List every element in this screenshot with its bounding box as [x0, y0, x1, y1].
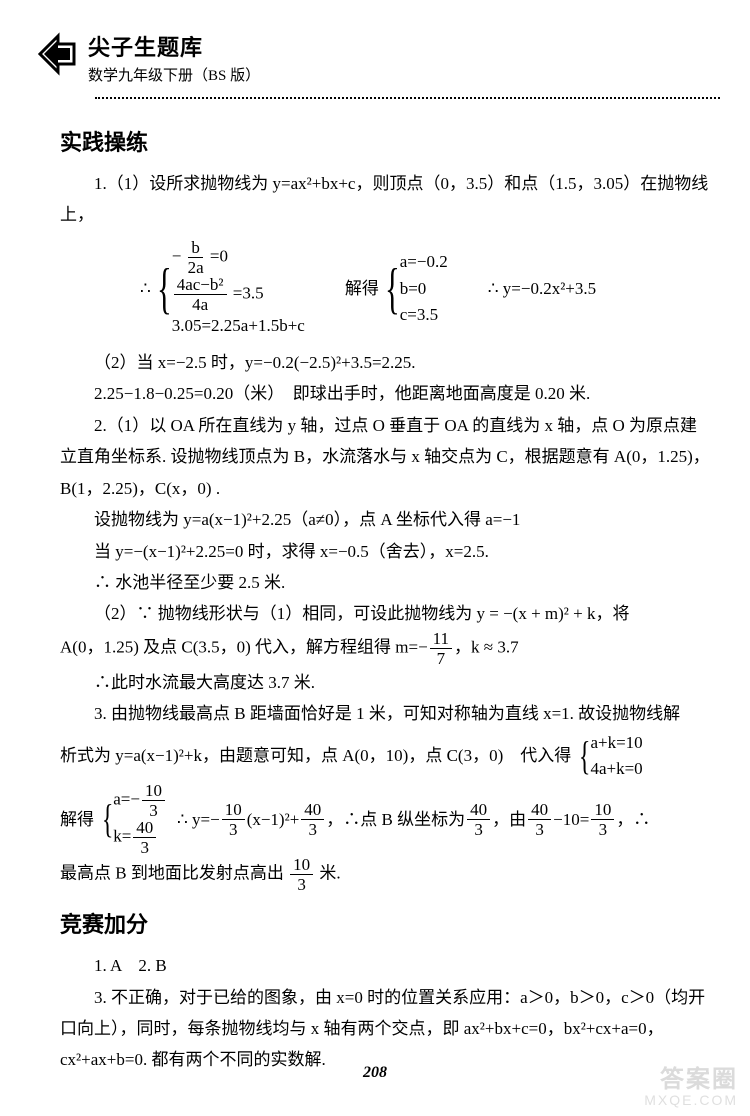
eq-text: 3: [141, 838, 150, 856]
eq-text: 10: [591, 801, 614, 820]
eq-text: 10: [290, 856, 313, 875]
eq-text: 3: [474, 820, 483, 838]
therefore-symbol: ∴: [140, 273, 151, 304]
eq-text: 3.05=2.25a+1.5b+c: [172, 313, 305, 339]
body-text: 3. 由抛物线最高点 B 距墙面恰好是 1 米，可知对称轴为直线 x=1. 故设…: [60, 698, 710, 729]
watermark: 答案圈 MXQE.COM: [644, 1059, 738, 1108]
page-header: 尖子生题库 数学九年级下册（BS 版）: [0, 0, 750, 93]
brace-icon: {: [385, 261, 400, 317]
eq-text: 最高点 B 到地面比发射点高出: [60, 864, 288, 883]
eq-text: 解得: [345, 273, 379, 304]
eq-text: 40: [301, 801, 324, 820]
eq-text: a=−: [113, 790, 140, 809]
equation-block-1: ∴ { − b2a =0 4ac−b²4a =3.5 3.05=2.25a+1.…: [140, 239, 710, 339]
body-text: 当 y=−(x−1)²+2.25=0 时，求得 x=−0.5（舍去），x=2.5…: [60, 536, 710, 567]
watermark-title: 答案圈: [644, 1059, 738, 1094]
eq-text: A(0，1.25) 及点 C(3.5，0) 代入，解方程组得 m=−: [60, 637, 428, 656]
section-header-2: 竞赛加分: [60, 905, 710, 946]
eq-text: 10: [142, 782, 165, 801]
eq-text: a+k=10: [590, 730, 642, 756]
book-subtitle: 数学九年级下册（BS 版）: [88, 64, 710, 85]
eq-text: 4a+k=0: [590, 756, 642, 782]
arrow-icon: [30, 30, 80, 80]
eq-text: b: [188, 239, 203, 258]
body-text: 1. A 2. B: [60, 950, 710, 981]
eq-text: 3: [229, 820, 238, 838]
eq-text: ，∴: [616, 804, 650, 835]
body-text: 3. 不正确，对于已给的图象，由 x=0 时的位置关系应用：a＞0，b＞0，c＞…: [60, 982, 710, 1076]
eq-text: 4a: [192, 295, 208, 313]
eq-text: 米.: [315, 864, 341, 883]
eq-text: 3: [149, 801, 158, 819]
eq-text: 40: [467, 801, 490, 820]
eq-text: 7: [437, 649, 446, 667]
body-text: （2）∵ 抛物线形状与（1）相同，可设此抛物线为 y = −(x + m)² +…: [60, 598, 710, 629]
eq-text: 3: [599, 820, 608, 838]
eq-text: 4ac−b²: [174, 276, 227, 295]
eq-text: 3: [535, 820, 544, 838]
section-header-1: 实践操练: [60, 123, 710, 164]
page-number: 208: [0, 1064, 750, 1082]
equation-block-3: 解得 { a=−103 k=403 ∴ y=−103 (x−1)²+ 403，∴…: [60, 782, 710, 856]
watermark-url: MXQE.COM: [644, 1092, 738, 1108]
body-text: 最高点 B 到地面比发射点高出 103 米.: [60, 856, 710, 893]
eq-text: −10=: [553, 804, 589, 835]
eq-text: ，k ≈ 3.7: [454, 637, 519, 656]
eq-text: −: [172, 246, 182, 265]
eq-text: 10: [222, 801, 245, 820]
eq-text: 3: [297, 875, 306, 893]
body-text: ∴此时水流最大高度达 3.7 米.: [60, 667, 710, 698]
eq-text: c=3.5: [400, 302, 448, 328]
eq-text: ∴ y=−0.2x²+3.5: [488, 273, 596, 304]
eq-text: k=: [113, 827, 131, 846]
book-title: 尖子生题库: [88, 30, 710, 62]
eq-text: =0: [210, 246, 228, 265]
eq-text: 2a: [188, 258, 204, 276]
body-text: 析式为 y=a(x−1)²+k，由题意可知，点 A(0，10)，点 C(3，0)…: [60, 730, 710, 783]
eq-text: ∴ y=−: [177, 804, 220, 835]
body-text: A(0，1.25) 及点 C(3.5，0) 代入，解方程组得 m=−117 ，k …: [60, 630, 710, 667]
eq-text: ，由: [492, 804, 526, 835]
eq-text: ，∴点 B 纵坐标为: [326, 804, 465, 835]
eq-text: 11: [430, 630, 452, 649]
eq-text: 40: [133, 819, 156, 838]
eq-text: b=0: [400, 276, 448, 302]
eq-text: 3: [309, 820, 318, 838]
eq-text: =3.5: [233, 283, 264, 302]
body-text: ∴ 水池半径至少要 2.5 米.: [60, 567, 710, 598]
eq-text: (x−1)²+: [247, 804, 300, 835]
page-content: 实践操练 1.（1）设所求抛物线为 y=ax²+bx+c，则顶点（0，3.5）和…: [0, 99, 750, 1096]
eq-text: a=−0.2: [400, 249, 448, 275]
brace-icon: {: [579, 736, 591, 776]
eq-text: 解得: [60, 804, 94, 835]
brace-icon: {: [157, 261, 172, 317]
body-text: 设抛物线为 y=a(x−1)²+2.25（a≠0），点 A 坐标代入得 a=−1: [60, 504, 710, 535]
body-text: 2.25−1.8−0.25=0.20（米） 即球出手时，他距离地面高度是 0.2…: [60, 378, 710, 409]
eq-text: 析式为 y=a(x−1)²+k，由题意可知，点 A(0，10)，点 C(3，0)…: [60, 740, 571, 771]
brace-icon: {: [102, 799, 114, 839]
eq-text: 40: [528, 801, 551, 820]
body-text: 2.（1）以 OA 所在直线为 y 轴，过点 O 垂直于 OA 的直线为 x 轴…: [60, 410, 710, 504]
body-text: （2）当 x=−2.5 时，y=−0.2(−2.5)²+3.5=2.25.: [60, 347, 710, 378]
body-text: 1.（1）设所求抛物线为 y=ax²+bx+c，则顶点（0，3.5）和点（1.5…: [60, 168, 710, 231]
